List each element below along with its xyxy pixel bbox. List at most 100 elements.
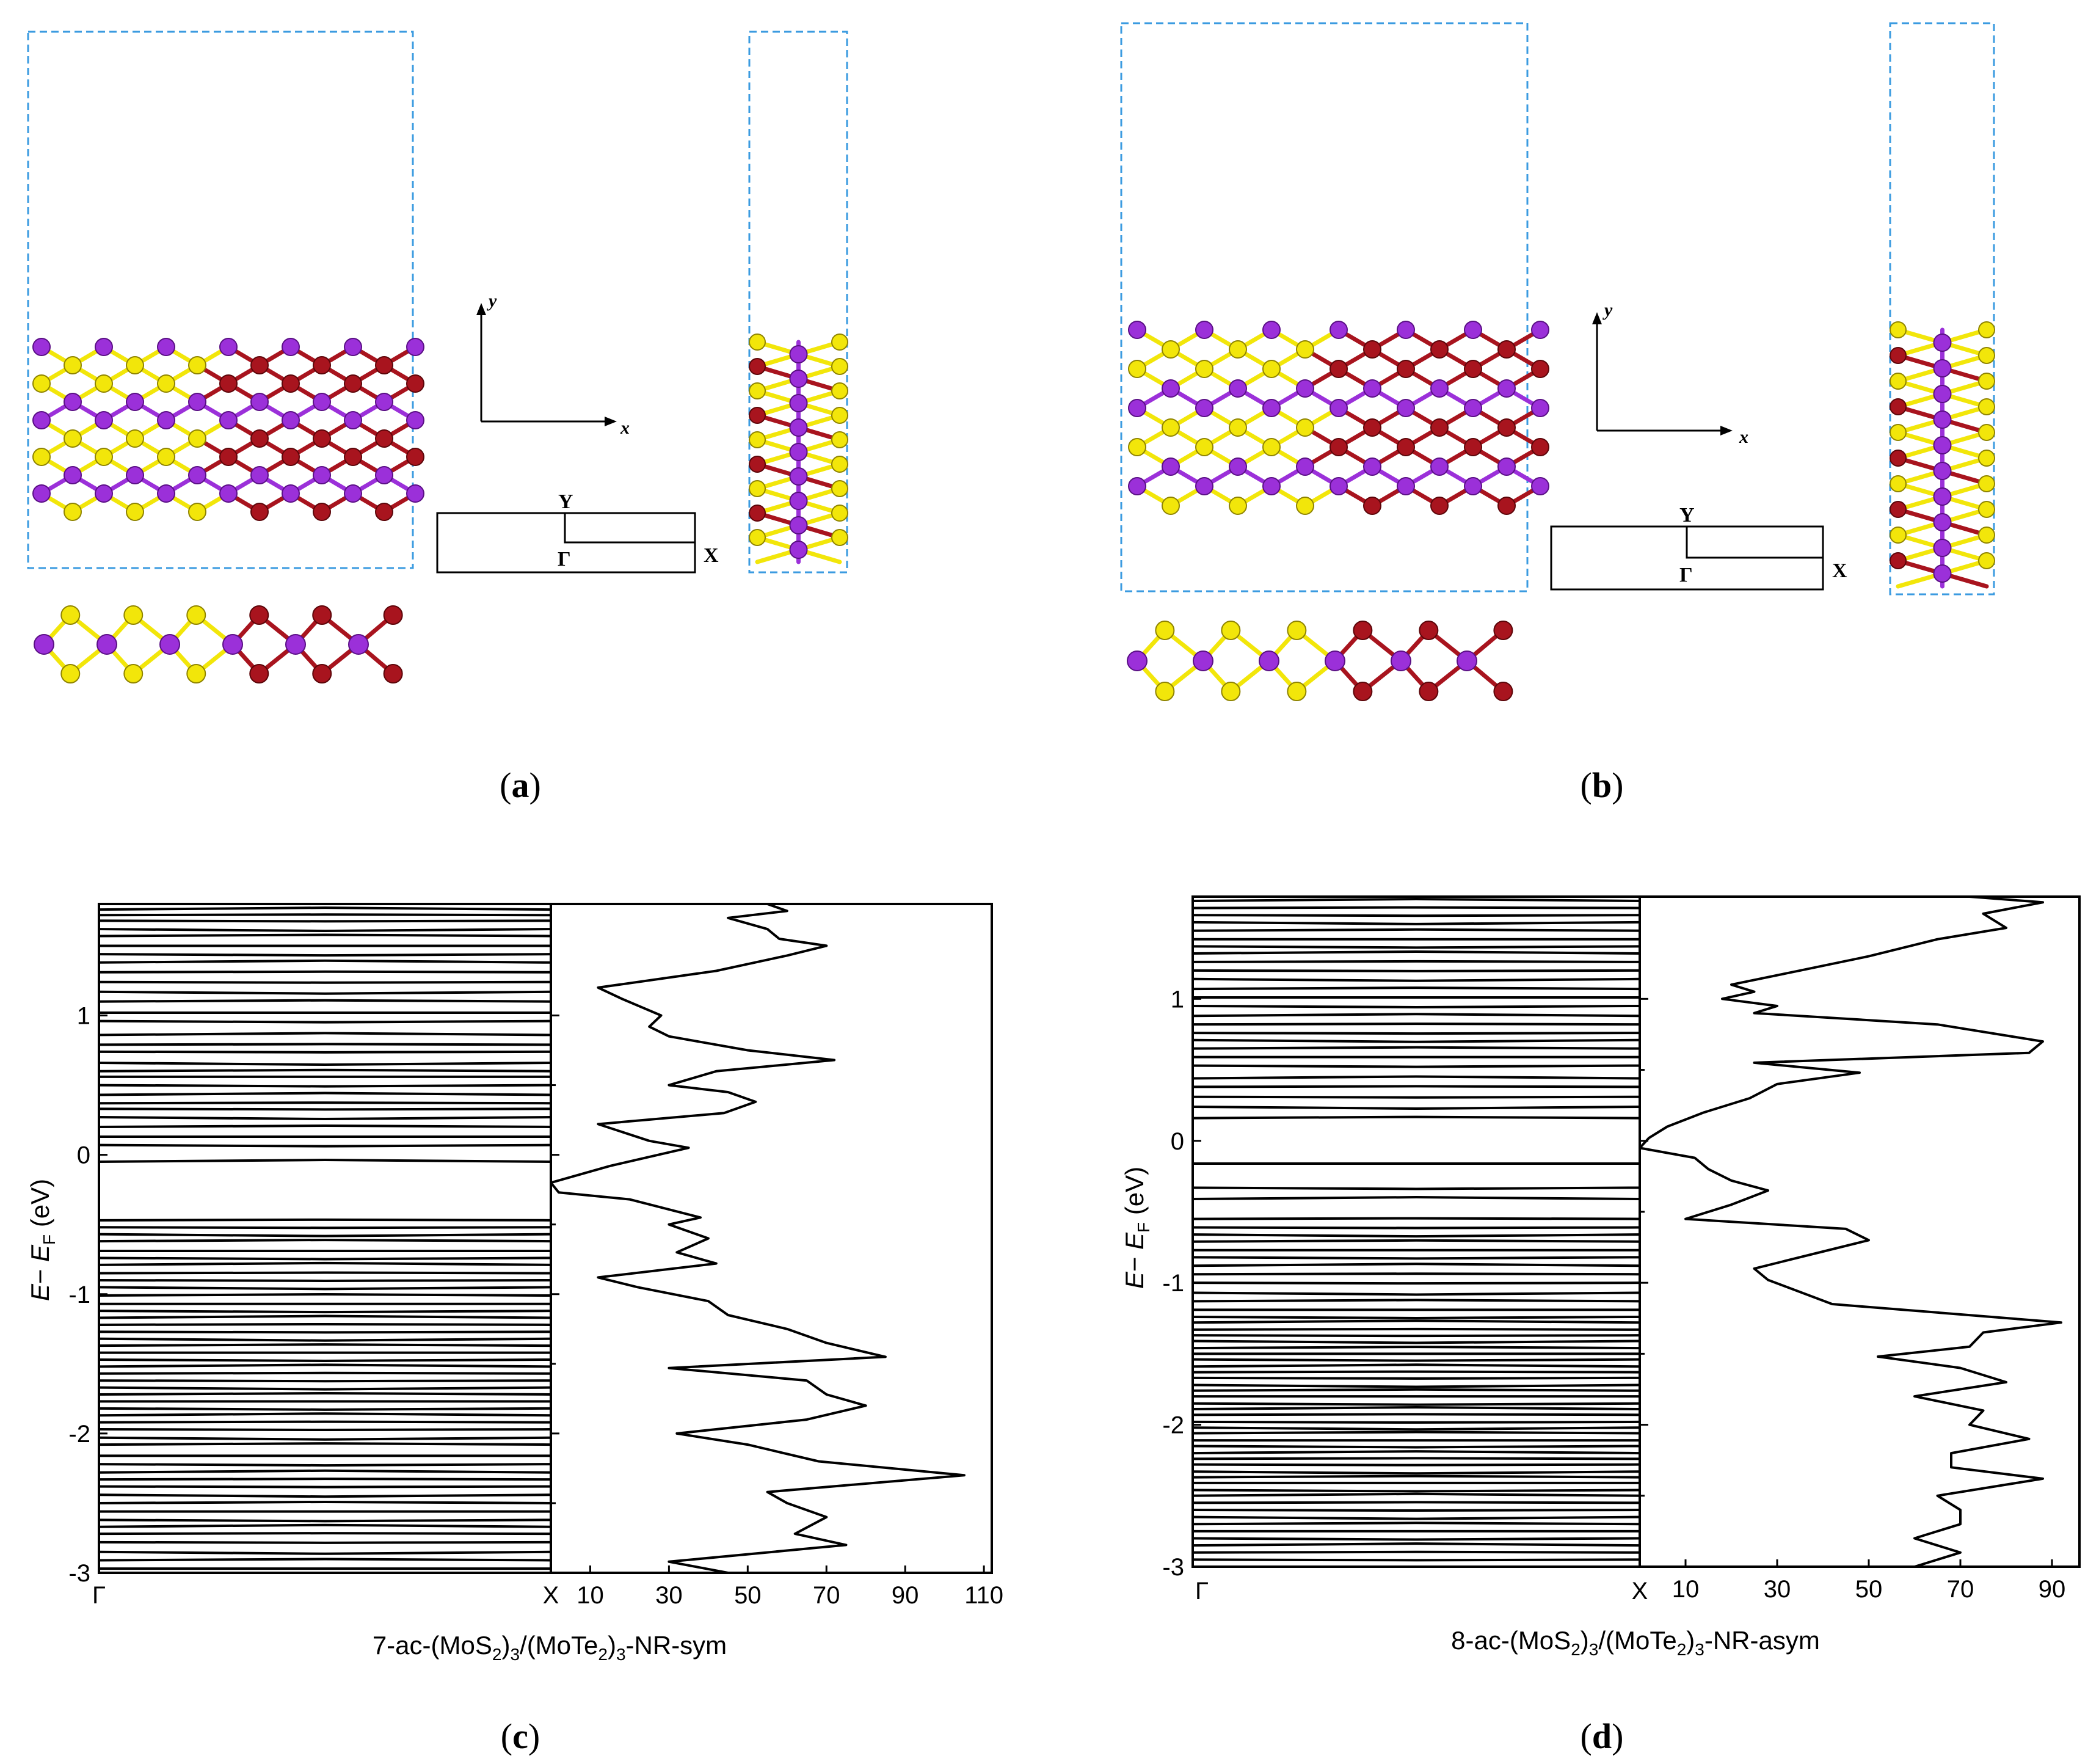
band-line xyxy=(98,1500,551,1504)
band-line xyxy=(98,1436,551,1441)
band-line xyxy=(98,1261,551,1266)
molybdenum-atom xyxy=(1430,379,1449,398)
dos-tick-label: 90 xyxy=(2039,1576,2066,1603)
molybdenum-atom xyxy=(250,393,269,411)
energy-axis-ticks: -3 -2 -1 0 1 xyxy=(68,1003,559,1587)
sulfur-atom xyxy=(831,382,848,399)
band-line xyxy=(98,1412,551,1417)
band-structure-lines xyxy=(1192,897,1640,1562)
bz-x-label: X xyxy=(704,544,719,567)
energy-tick-label: -3 xyxy=(1162,1554,1184,1581)
tellurium-atom xyxy=(1464,438,1482,456)
molybdenum-atom xyxy=(375,466,393,484)
molybdenum-atom xyxy=(313,393,331,411)
band-line xyxy=(98,1019,551,1024)
band-line xyxy=(1192,1501,1640,1504)
panel-d-plot: -3 -2 -1 0 1 10 30 50 70 90 Γ X E− EF (eV) 8-ac-… xyxy=(1120,895,2081,1756)
coordinate-axes: y x xyxy=(1592,300,1748,447)
molybdenum-atom xyxy=(1933,385,1952,403)
molybdenum-atom xyxy=(1497,457,1516,476)
band-line xyxy=(1192,1013,1640,1018)
molybdenum-atom xyxy=(285,634,306,655)
molybdenum-atom xyxy=(344,338,362,356)
molybdenum-atom xyxy=(344,484,362,503)
band-line xyxy=(1192,1522,1640,1526)
band-line xyxy=(1192,1388,1640,1392)
x-arrowhead xyxy=(605,417,617,426)
band-line xyxy=(1192,1406,1640,1411)
molybdenum-atom xyxy=(1262,399,1281,417)
ribbon-top-view xyxy=(32,338,424,521)
sulfur-atom xyxy=(126,356,144,374)
band-line xyxy=(1192,1256,1640,1260)
molybdenum-atom xyxy=(789,394,808,412)
coordinate-axes: y x xyxy=(476,291,630,438)
tellurium-atom xyxy=(1353,621,1373,640)
sulfur-atom xyxy=(1978,424,1995,441)
band-line xyxy=(1192,1233,1640,1238)
molybdenum-atom xyxy=(1330,321,1348,339)
tellurium-atom xyxy=(1330,438,1348,456)
sulfur-atom xyxy=(749,333,766,351)
band-line xyxy=(1192,1064,1640,1068)
supercell-box xyxy=(27,31,414,569)
energy-tick-label: 1 xyxy=(77,1003,90,1030)
tellurium-atom xyxy=(1464,360,1482,378)
tellurium-atom xyxy=(250,356,269,374)
band-line xyxy=(1192,1489,1640,1493)
sulfur-atom xyxy=(1978,398,1995,415)
sulfur-atom xyxy=(749,382,766,399)
band-line xyxy=(1192,1509,1640,1512)
molybdenum-atom xyxy=(157,411,175,429)
molybdenum-atom xyxy=(1363,457,1381,476)
band-line xyxy=(1192,1334,1640,1338)
tellurium-atom xyxy=(383,605,403,625)
dos-tick-label: 10 xyxy=(577,1582,604,1609)
tellurium-atom xyxy=(749,407,766,424)
bz-y-label: Y xyxy=(1679,504,1695,527)
band-line xyxy=(98,928,551,933)
sulfur-atom xyxy=(186,664,206,683)
bz-y-label: Y xyxy=(558,490,573,513)
band-line xyxy=(98,913,551,917)
molybdenum-atom xyxy=(188,393,206,411)
band-line xyxy=(98,1226,551,1230)
molybdenum-atom xyxy=(406,338,424,356)
molybdenum-atom xyxy=(1162,457,1180,476)
molybdenum-atom xyxy=(789,443,808,461)
sulfur-atom xyxy=(1890,527,1907,544)
side-cell-box xyxy=(1889,22,1995,596)
sulfur-atom xyxy=(1978,347,1995,364)
sulfur-atom xyxy=(123,605,144,625)
dos-curve xyxy=(550,903,966,1574)
molybdenum-atom xyxy=(1933,539,1952,557)
band-line xyxy=(98,1523,551,1528)
band-line xyxy=(98,999,551,1003)
dos-tick-label: 110 xyxy=(964,1582,1003,1609)
tellurium-atom xyxy=(249,664,269,683)
sulfur-atom xyxy=(1978,450,1995,467)
band-line xyxy=(1192,960,1640,963)
band-line xyxy=(98,1358,551,1362)
dos-tick-label: 70 xyxy=(813,1582,840,1609)
band-line xyxy=(1192,1239,1640,1243)
tellurium-atom xyxy=(1419,682,1439,701)
band-line xyxy=(1192,1470,1640,1475)
brillouin-zone: Y Γ X xyxy=(436,490,719,574)
tellurium-atom xyxy=(1363,340,1381,359)
plot-title: 7-ac-(MoS2)3/(MoTe2)3-NR-sym xyxy=(373,1631,727,1664)
molybdenum-atom xyxy=(188,466,206,484)
molybdenum-atom xyxy=(126,393,144,411)
x-axis-label: x xyxy=(1739,427,1748,447)
band-line xyxy=(1192,1196,1640,1201)
dos-tick-label: 70 xyxy=(1947,1576,1974,1603)
band-line xyxy=(1192,1420,1640,1424)
energy-tick-label: -2 xyxy=(68,1421,90,1448)
band-line xyxy=(98,1124,551,1128)
band-line xyxy=(98,1310,551,1314)
tellurium-atom xyxy=(383,664,403,683)
molybdenum-atom xyxy=(789,492,808,510)
band-line xyxy=(1192,1550,1640,1554)
molybdenum-atom xyxy=(1195,477,1213,495)
sulfur-atom xyxy=(1978,552,1995,569)
